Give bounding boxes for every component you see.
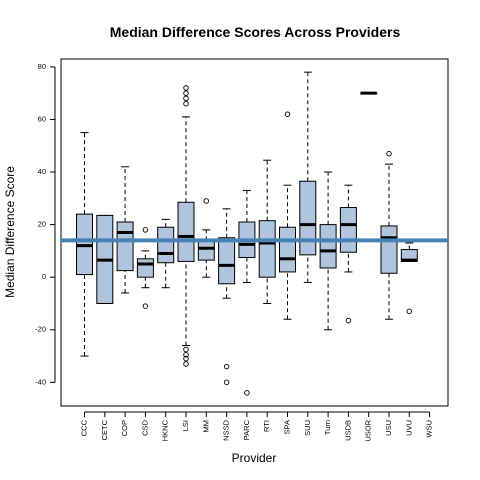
x-tick-label: Turn [323, 420, 332, 435]
box [339, 207, 357, 253]
box [177, 201, 195, 262]
x-tick-label: UVU [404, 420, 413, 436]
outlier-point [203, 198, 210, 204]
outlier-point [183, 346, 189, 353]
outlier-point [244, 390, 250, 396]
outlier-point [345, 317, 352, 324]
x-tick-label: SUU [303, 420, 312, 436]
box [136, 258, 154, 278]
x-tick-label: CSD [140, 419, 149, 435]
x-tick-label: HKNC [161, 419, 170, 441]
box [299, 180, 317, 256]
box [157, 226, 175, 264]
outlier-point [183, 90, 189, 96]
box [319, 224, 337, 269]
chart-title: Median Difference Scores Across Provider… [110, 24, 401, 40]
y-axis-label: Median Difference Score [3, 166, 17, 298]
x-tick-label: COP [120, 420, 129, 436]
outlier-point [183, 351, 189, 358]
outlier-point [183, 361, 189, 367]
box [116, 221, 134, 272]
x-tick-label: MM [201, 420, 210, 433]
x-tick-label: RTI [262, 420, 271, 432]
x-tick-label: USDB [343, 420, 352, 441]
box [218, 237, 236, 285]
x-tick-label: PARC [242, 419, 251, 440]
x-tick-label: USOR [364, 419, 373, 441]
y-tick-label: 0 [42, 272, 46, 281]
box [380, 225, 398, 274]
y-tick-label: 80 [38, 62, 46, 71]
y-tick-label: 40 [38, 167, 46, 176]
x-tick-label: LSI [181, 420, 190, 431]
x-tick-label: CCC [79, 419, 88, 436]
outlier-point [284, 111, 291, 117]
y-tick-label: 60 [38, 114, 46, 123]
y-tick-label: 20 [38, 220, 46, 229]
plot-area: -40 -20 0 20 40 60 80 CCC CETC COP CSD HKNC LSI MM NSS… [35, 58, 449, 442]
x-tick-label: USU [384, 420, 393, 436]
y-tick-label: -20 [35, 325, 46, 334]
x-axis-label: Provider [232, 451, 277, 465]
box [279, 226, 296, 273]
outlier-point [406, 308, 413, 315]
outlier-point [183, 355, 189, 362]
outlier-point [183, 95, 189, 102]
plot-frame [60, 58, 449, 407]
outlier-point [142, 227, 149, 233]
x-tick-label: NSSD [222, 419, 231, 440]
outlier-point [386, 150, 392, 157]
outlier-point [223, 379, 230, 386]
outlier-point [183, 100, 189, 107]
outlier-point [223, 363, 230, 370]
box [258, 220, 276, 278]
box [197, 239, 215, 261]
x-tick-label: CETC [100, 419, 109, 440]
x-tick-label: SPA [282, 420, 291, 434]
outlier-point [183, 85, 189, 91]
x-tick-label: WSU [425, 420, 434, 438]
y-tick-label: -40 [35, 377, 46, 386]
outlier-point [142, 303, 149, 309]
